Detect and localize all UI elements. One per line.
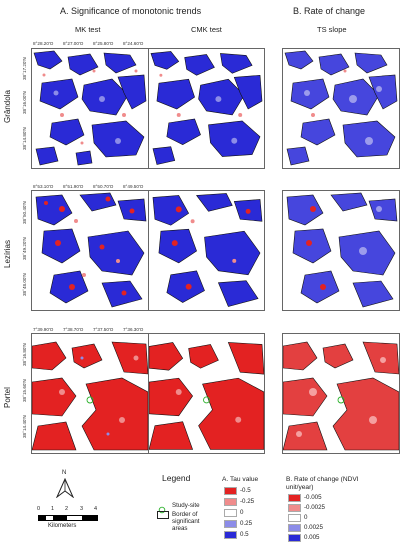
tau-swatch-5 [224, 531, 237, 539]
side-coord-3: 38°14.80'N [22, 127, 27, 150]
rate-swatch-1 [288, 494, 301, 502]
rate-label-1: -0.005 [304, 494, 322, 501]
rate-swatch-4 [288, 524, 301, 532]
tau-label-4: 0.25 [240, 520, 253, 527]
study-site-marker [337, 396, 345, 404]
row-label-grandola: Grândola [3, 90, 12, 123]
top-coord-1: 8°28.20'O [33, 41, 54, 46]
column-label-ts: TS slope [317, 25, 347, 34]
tau-label-3: 0 [240, 509, 244, 516]
side-coord-3: 38°48.00'N [22, 273, 27, 296]
top-coord-3: 8°50.70'O [93, 184, 114, 189]
scale-unit: Kilometers [48, 523, 77, 529]
map-lezirias-ts [282, 190, 400, 311]
legend-title: Legend [162, 473, 191, 483]
top-coord-1: 7°39.90'O [33, 327, 54, 332]
study-site-marker [86, 396, 94, 404]
legend-border: Border of significant areas [172, 511, 200, 532]
tau-label-5: 0.5 [240, 531, 249, 538]
scale-bar: 0 1 2 3 4 Kilometers [37, 506, 98, 538]
column-label-mk: MK test [75, 25, 101, 34]
top-coord-4: 7°36.30'O [123, 327, 144, 332]
header-significance: A. Significance of monotonic trends [60, 6, 202, 16]
side-coord-3: 38°14.40'N [22, 415, 27, 438]
scale-tick-3: 3 [80, 506, 84, 512]
north-arrow: N [55, 470, 75, 500]
map-portel-cmk [148, 333, 265, 454]
top-coord-3: 8°25.80'O [93, 41, 114, 46]
map-lezirias-mk [31, 190, 149, 311]
rate-label-2: -0.0025 [304, 504, 325, 511]
side-coord-1: 38°17.20'N [22, 57, 27, 80]
top-coord-4: 8°24.60'O [123, 41, 144, 46]
tau-label-2: -0.25 [240, 498, 255, 505]
row-label-portel: Portel [3, 387, 12, 408]
header-rate-of-change: B. Rate of change [293, 6, 366, 16]
scale-tick-2: 2 [65, 506, 69, 512]
side-coord-2: 38°16.00'N [22, 91, 27, 114]
study-site-icon [158, 501, 166, 514]
rate-swatch-2 [288, 504, 301, 512]
legend-tau-title: A. Tau value [222, 476, 259, 483]
scale-tick-0: 0 [37, 506, 41, 512]
tau-swatch-4 [224, 520, 237, 528]
side-coord-1: 38°16.80'N [22, 343, 27, 366]
map-grandola-cmk [148, 48, 265, 169]
top-coord-3: 7°37.50'O [93, 327, 114, 332]
map-grandola-ts [282, 48, 400, 169]
rate-label-4: 0.0025 [304, 524, 323, 531]
map-lezirias-cmk [148, 190, 265, 311]
rate-label-3: 0 [304, 514, 308, 521]
map-portel-ts [282, 333, 400, 454]
side-coord-1: 38°50.40'N [22, 201, 27, 224]
tau-swatch-2 [224, 498, 237, 506]
scale-tick-1: 1 [51, 506, 55, 512]
tau-swatch-1 [224, 487, 237, 495]
north-label: N [62, 470, 67, 476]
tau-label-1: -0.5 [240, 487, 251, 494]
rate-label-5: 0.005 [304, 534, 320, 541]
legend-study-site: Study-site [172, 502, 200, 509]
map-portel-mk [31, 333, 149, 454]
scale-tick-4: 4 [94, 506, 98, 512]
top-coord-2: 8°27.00'O [63, 41, 84, 46]
legend-rate-title: B. Rate of change (NDVI unit/year) [286, 476, 359, 491]
border-swatch [157, 511, 169, 519]
side-coord-2: 38°49.20'N [22, 237, 27, 260]
rate-swatch-5 [288, 534, 301, 542]
column-label-cmk: CMK test [191, 25, 222, 34]
top-coord-1: 8°53.10'O [33, 184, 54, 189]
row-label-lezirias: Lezírias [3, 239, 12, 268]
tau-swatch-3 [224, 509, 237, 517]
top-coord-4: 8°49.50'O [123, 184, 144, 189]
north-arrow-icon [56, 478, 74, 498]
study-site-marker [203, 396, 210, 404]
side-coord-2: 38°15.60'N [22, 379, 27, 402]
top-coord-2: 8°51.90'O [63, 184, 84, 189]
top-coord-2: 7°38.70'O [63, 327, 84, 332]
map-grandola-mk [31, 48, 149, 169]
rate-swatch-3 [288, 514, 301, 522]
